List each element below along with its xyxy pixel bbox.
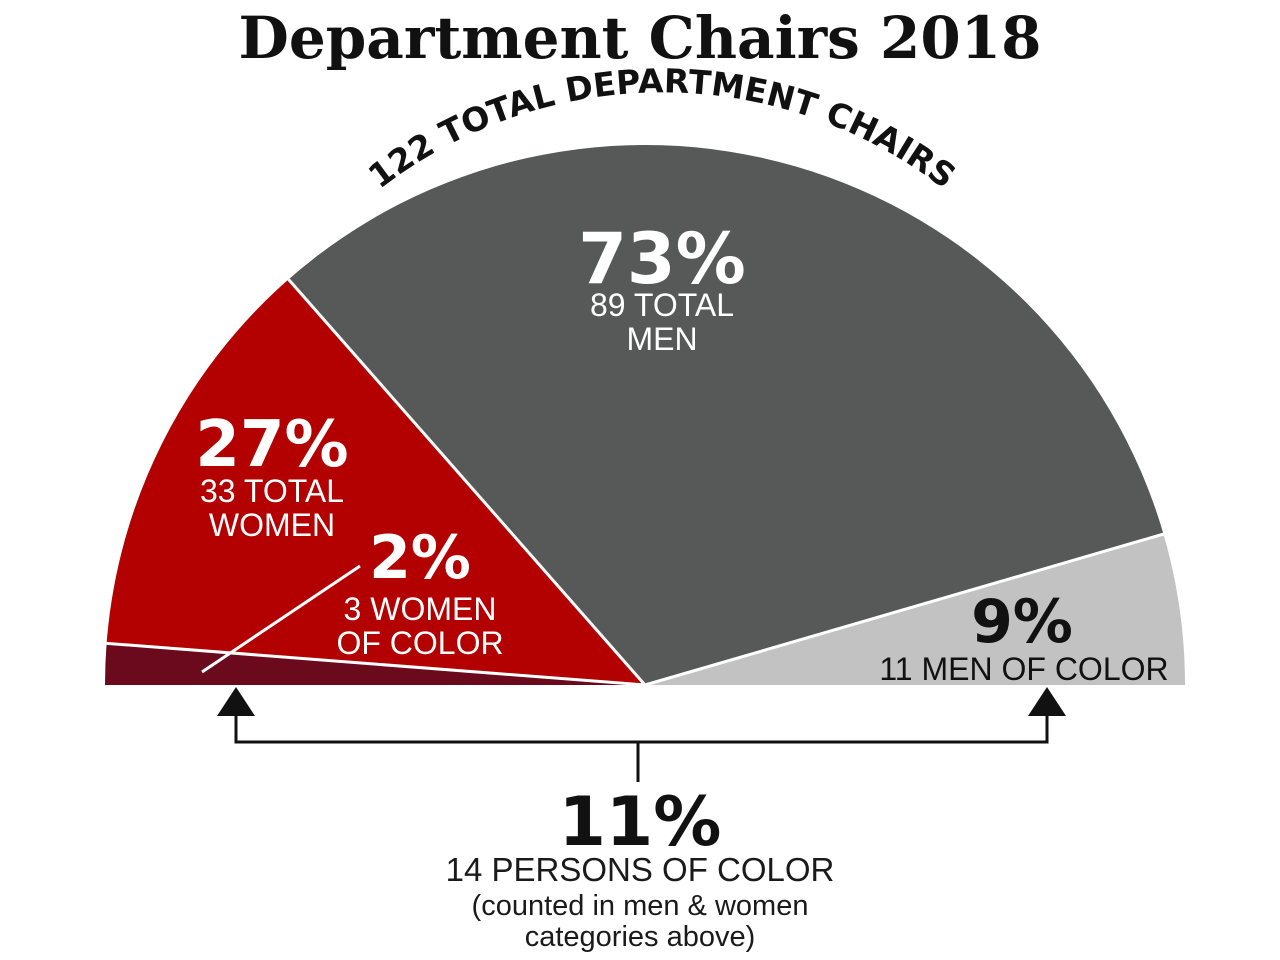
- slices: [105, 144, 1185, 685]
- combined-sub-label: 14 PERSONS OF COLOR: [446, 851, 835, 888]
- bracket-line: [234, 702, 1049, 744]
- women-sub-label-line1: 33 TOTAL: [200, 473, 344, 509]
- slice-divider: [287, 278, 647, 686]
- combined-note-line1: (counted in men & women: [472, 890, 809, 922]
- men-sub-label-line2: MEN: [626, 321, 697, 357]
- slice-divider: [644, 532, 1164, 687]
- chart-title: Department Chairs 2018: [239, 4, 1042, 72]
- slice-divider: [106, 641, 646, 687]
- women-of-color-leader-line: [201, 564, 361, 674]
- slice-men-of-color: [645, 534, 1185, 685]
- women-sub-label-line2: WOMEN: [209, 507, 335, 543]
- bracket: [217, 687, 1066, 782]
- women-pct-label: 27%: [195, 408, 348, 482]
- combined-pct-label: 11%: [559, 783, 722, 862]
- women-of-color-sub-line2: OF COLOR: [336, 625, 503, 661]
- right-arrowhead: [1028, 687, 1066, 716]
- left-arrowhead: [217, 687, 255, 716]
- combined-note-line2: categories above): [525, 921, 756, 953]
- slice-men-other: [288, 144, 1164, 685]
- men-of-color-sub-label: 11 MEN OF COLOR: [879, 651, 1168, 687]
- women-of-color-sub-line1: 3 WOMEN: [344, 591, 497, 627]
- men-sub-label-line1: 89 TOTAL: [590, 287, 734, 323]
- women-of-color-pct-label: 2%: [369, 523, 471, 593]
- men-of-color-pct-label: 9%: [971, 587, 1073, 657]
- slice-women-other: [106, 279, 645, 685]
- men-pct-label: 73%: [578, 218, 746, 300]
- dividers: [106, 278, 1164, 687]
